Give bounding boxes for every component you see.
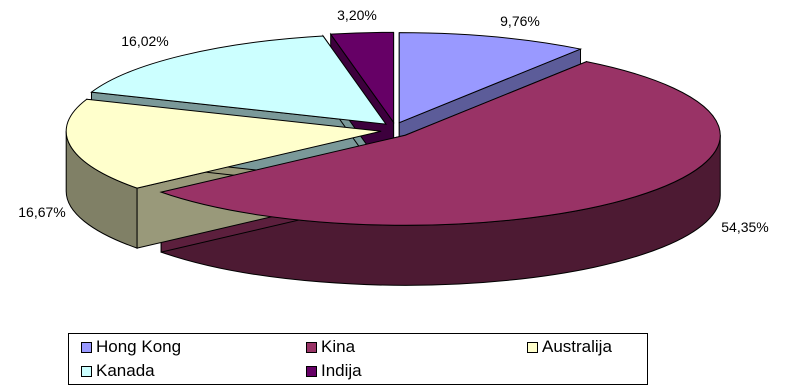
data-label-australija: 16,67% [18,204,65,220]
pie-slice-kanada [90,35,387,125]
legend-label-indija: Indija [321,361,362,380]
legend-swatch-australija [527,341,538,353]
legend-label-hong-kong: Hong Kong [96,337,182,356]
legend-swatch-hong-kong [81,341,92,353]
legend-swatch-indija [306,365,317,377]
legend-swatch-kanada [81,365,92,377]
pie-slice-australija [65,98,382,189]
chart-legend: Hong Kong Kina Australija Kanada Indija [68,333,648,385]
legend-item-kanada: Kanada [81,361,155,381]
legend-item-kina: Kina [306,337,355,357]
pie-slice-kina [159,61,721,226]
pie-slice-hong-kong [398,32,583,124]
legend-item-indija: Indija [306,361,362,381]
data-label-hong-kong: 9,76% [500,13,540,29]
legend-label-kina: Kina [321,337,356,356]
legend-item-australija: Australija [527,337,612,357]
legend-label-kanada: Kanada [96,361,155,380]
data-label-kina: 54,35% [721,219,768,235]
data-label-indija: 3,20% [337,7,377,23]
legend-item-hong-kong: Hong Kong [81,337,181,357]
legend-swatch-kina [306,341,317,353]
pie-slice-indija [329,31,395,124]
legend-label-australija: Australija [542,337,612,356]
data-label-kanada: 16,02% [121,33,168,49]
